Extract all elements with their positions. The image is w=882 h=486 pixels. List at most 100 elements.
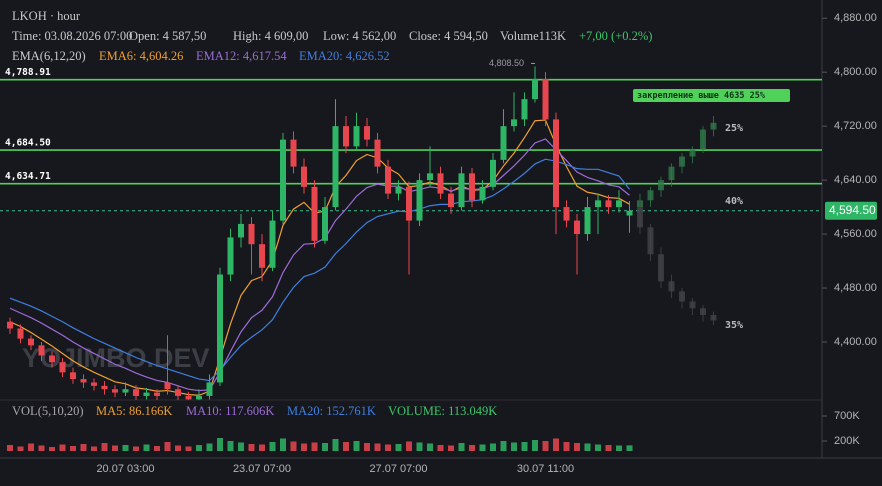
candle-body <box>133 389 139 396</box>
candle-body <box>458 173 465 208</box>
candle-body <box>490 159 496 187</box>
volume-bar <box>458 443 465 451</box>
ema-line <box>9 138 630 392</box>
volume-bar <box>7 445 13 451</box>
candle-body <box>626 210 633 216</box>
candle-body <box>469 173 475 201</box>
x-tick-label: 23.07 07:00 <box>233 463 291 475</box>
volume-legend-entry: MA20: 152.761K <box>287 404 376 418</box>
candle-body <box>185 395 192 400</box>
candle-body <box>7 321 13 329</box>
x-tick-label: 27.07 07:00 <box>369 463 427 475</box>
candle-body <box>154 392 160 396</box>
volume-bar <box>479 444 486 451</box>
volume-bar <box>353 441 360 451</box>
volume-bar <box>154 446 160 451</box>
probability-label: 40% <box>725 196 743 207</box>
candle-body <box>385 166 391 194</box>
level-label: 4,634.71 <box>5 171 51 182</box>
candle-body <box>280 139 286 221</box>
volume-bar <box>584 443 591 451</box>
candle-body <box>710 122 717 130</box>
volume-bar <box>605 445 612 451</box>
candle-body <box>689 149 696 157</box>
ohlc-field: Volume113K <box>500 29 566 43</box>
volume-bar <box>112 445 118 451</box>
candle-body <box>679 291 685 302</box>
candle-body <box>364 126 370 140</box>
level-label: 4,684.50 <box>5 138 51 149</box>
candle-body <box>574 220 580 235</box>
ohlc-field: Close: 4 594,50 <box>409 29 488 43</box>
candle-body <box>668 281 675 292</box>
volume-bar <box>101 443 108 451</box>
volume-bar <box>490 443 496 451</box>
volume-bar <box>427 443 433 451</box>
candle-body <box>112 389 118 393</box>
ohlc-field: Open: 4 587,50 <box>129 29 206 43</box>
volume-bar <box>196 445 202 451</box>
ohlc-field: Low: 4 562,00 <box>323 29 396 43</box>
candle-body <box>595 200 601 208</box>
last-price-label: 4,594.50 <box>829 203 876 217</box>
ema-line <box>9 119 630 396</box>
candle-body <box>290 139 297 167</box>
price-pane <box>0 66 822 400</box>
volume-bar <box>28 443 34 451</box>
volume-bar <box>143 444 150 451</box>
candle-body <box>658 254 664 282</box>
ema-legend-entry: EMA12: 4,617.54 <box>196 49 287 63</box>
volume-bar <box>185 446 192 451</box>
candle-body <box>584 207 591 235</box>
volume-bar <box>80 444 87 451</box>
annotation: закрепление выше 4635 25% <box>637 91 766 101</box>
candle-body <box>353 126 360 147</box>
candle-body <box>49 355 55 363</box>
candle-body <box>700 129 706 150</box>
candle-body <box>563 207 570 221</box>
ohlc-field: High: 4 609,00 <box>233 29 308 43</box>
symbol-title: LKOH · hour <box>12 9 81 23</box>
candle-body <box>311 186 318 241</box>
volume-bar <box>563 442 570 451</box>
candle-body <box>175 389 181 396</box>
volume-bar <box>469 445 475 451</box>
volume-bar <box>437 445 444 451</box>
probability-label: 35% <box>725 320 743 331</box>
candle-body <box>658 180 664 191</box>
volume-bar <box>269 442 276 451</box>
y-tick-label: 4,880.00 <box>834 12 877 24</box>
candle-body <box>374 139 381 167</box>
ema-legend-entry: EMA6: 4,604.26 <box>99 49 183 63</box>
candle-body <box>532 78 538 100</box>
volume-bar <box>553 438 559 451</box>
volume-bar <box>49 447 55 451</box>
candle-body <box>616 200 622 208</box>
y-tick-label: 4,400.00 <box>834 336 877 348</box>
candle-body <box>710 315 717 321</box>
volume-bar <box>17 446 24 451</box>
volume-bar <box>175 445 181 451</box>
y-tick-label: 4,800.00 <box>834 66 877 78</box>
candle-body <box>700 308 706 316</box>
candle-body <box>448 193 454 208</box>
candle-body <box>406 186 412 221</box>
x-tick-label: 30.07 11:00 <box>517 463 574 475</box>
volume-bar <box>416 442 423 451</box>
ema-line <box>9 158 630 382</box>
candle-body <box>143 392 150 396</box>
volume-bar <box>322 443 328 451</box>
volume-bar <box>374 443 381 451</box>
candle-body <box>553 119 559 208</box>
volume-bar <box>59 444 66 451</box>
volume-bar <box>301 443 307 451</box>
candle-body <box>427 173 433 181</box>
level-label: 4,788.91 <box>5 67 51 78</box>
volume-bar <box>364 443 370 451</box>
candle-body <box>322 207 328 241</box>
candle-body <box>343 126 349 147</box>
x-tick-label: 20.07 03:00 <box>96 463 154 475</box>
volume-bar <box>343 442 349 451</box>
